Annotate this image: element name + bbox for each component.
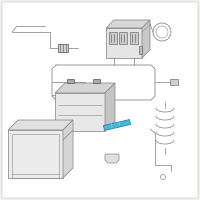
- FancyBboxPatch shape: [2, 2, 198, 198]
- Polygon shape: [139, 46, 142, 54]
- Polygon shape: [106, 20, 150, 28]
- Polygon shape: [55, 93, 105, 131]
- Polygon shape: [8, 130, 63, 178]
- Polygon shape: [93, 79, 100, 83]
- Polygon shape: [105, 83, 115, 131]
- Polygon shape: [109, 32, 117, 44]
- Polygon shape: [103, 120, 131, 130]
- Polygon shape: [58, 44, 68, 52]
- Polygon shape: [63, 120, 73, 178]
- Polygon shape: [8, 120, 73, 130]
- Polygon shape: [105, 154, 119, 163]
- Polygon shape: [130, 32, 138, 44]
- Polygon shape: [106, 28, 142, 58]
- Polygon shape: [55, 83, 115, 93]
- Polygon shape: [119, 32, 127, 44]
- Polygon shape: [142, 20, 150, 58]
- Polygon shape: [170, 79, 178, 85]
- Polygon shape: [67, 79, 74, 83]
